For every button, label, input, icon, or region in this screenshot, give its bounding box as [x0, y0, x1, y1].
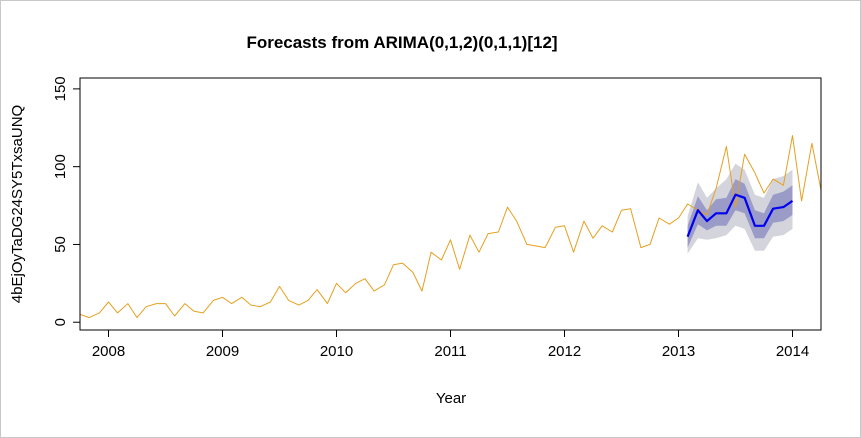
x-tick-label: 2011	[434, 343, 466, 360]
x-axis-label: Year	[436, 390, 466, 407]
y-tick-label: 100	[52, 154, 69, 179]
y-tick-label: 0	[52, 318, 69, 326]
y-axis: 0 50 100 150	[52, 76, 81, 326]
x-tick-label: 2013	[662, 343, 695, 360]
forecast-line	[686, 193, 794, 238]
x-tick-label: 2014	[776, 343, 809, 360]
x-axis: 2008 2009 2010 2011 2012 2013 2014	[92, 330, 809, 360]
x-tick-label: 2010	[320, 343, 353, 360]
y-tick-label: 150	[52, 76, 69, 101]
x-tick-label: 2008	[92, 343, 125, 360]
y-axis-label: 4bEjOyTaDG24SY5TxsaUNQ	[9, 105, 26, 303]
interval-band-80	[687, 179, 793, 248]
x-tick-label: 2012	[548, 343, 581, 360]
y-tick-label: 50	[52, 236, 69, 253]
x-tick-label: 2009	[206, 343, 239, 360]
prediction-intervals	[687, 163, 793, 254]
chart-title: Forecasts from ARIMA(0,1,2)(0,1,1)[12]	[246, 33, 557, 52]
series-lines	[80, 135, 821, 319]
